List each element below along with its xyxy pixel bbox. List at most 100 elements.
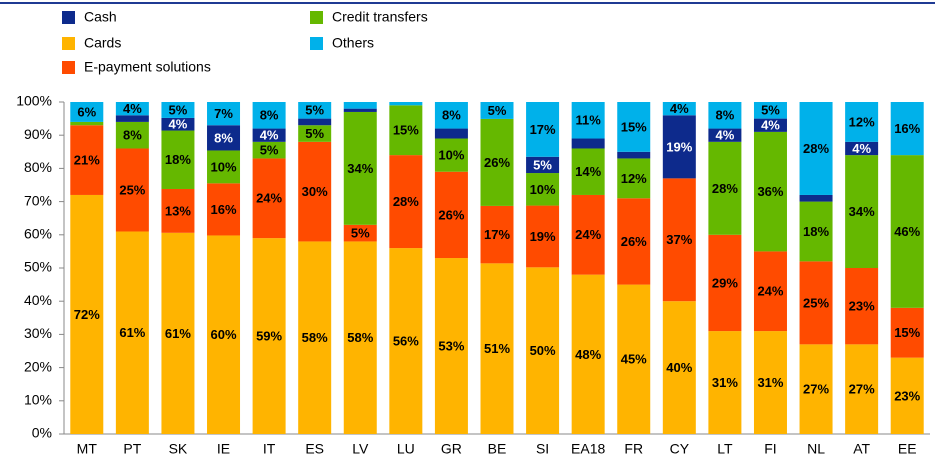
data-label: 19% [666, 139, 692, 154]
bar-segment [207, 125, 241, 151]
legend-label: Cards [84, 35, 121, 51]
bar-segment [526, 173, 560, 206]
bar-segment [252, 238, 286, 434]
bar-segment [526, 205, 560, 268]
bar-segment [799, 344, 833, 434]
data-label: 23% [849, 299, 875, 314]
data-label: 58% [347, 330, 373, 345]
x-tick-label: FR [624, 441, 643, 457]
data-label: 17% [530, 122, 556, 137]
bar-segment [480, 118, 514, 206]
data-label: 5% [260, 143, 279, 158]
data-label: 28% [803, 141, 829, 156]
bar-segment [161, 130, 195, 189]
data-label: 8% [123, 128, 142, 143]
x-tick-label: CY [670, 441, 690, 457]
data-label: 4% [715, 128, 734, 143]
bar-segment [890, 102, 924, 156]
y-tick-label: 80% [24, 159, 52, 175]
legend-swatch [62, 11, 75, 24]
data-label: 34% [849, 204, 875, 219]
data-label: 36% [757, 184, 783, 199]
bar-segment [161, 102, 195, 118]
data-label: 17% [484, 227, 510, 242]
data-label: 59% [256, 328, 282, 343]
data-label: 21% [74, 153, 100, 168]
data-label: 28% [393, 194, 419, 209]
data-label: 4% [670, 101, 689, 116]
data-label: 31% [712, 375, 738, 390]
y-tick-label: 0% [32, 425, 52, 441]
legend-label: Cash [84, 9, 117, 25]
y-tick-label: 50% [24, 259, 52, 275]
bar-segment [480, 102, 514, 119]
bar-segment [343, 224, 377, 242]
data-label: 5% [305, 126, 324, 141]
data-label: 8% [715, 108, 734, 123]
data-label: 4% [260, 128, 279, 143]
data-label: 10% [211, 159, 237, 174]
bar-segment [115, 121, 149, 149]
y-tick-label: 40% [24, 292, 52, 308]
bar-segment [662, 178, 696, 302]
bar-segment [161, 188, 195, 233]
bar-segment [115, 148, 149, 232]
bar-segment [70, 125, 104, 195]
bar-segment [298, 241, 332, 434]
bar-segment [799, 102, 833, 195]
bar-segment [845, 102, 879, 142]
bar-segment [753, 102, 787, 119]
x-tick-label: FI [764, 441, 776, 457]
bar-segment [115, 231, 149, 434]
data-label: 4% [169, 117, 188, 132]
bar-segment [207, 150, 241, 184]
data-label: 60% [211, 327, 237, 342]
bar-segment [708, 141, 742, 235]
bar-segment [252, 158, 286, 239]
bar-segment [617, 284, 651, 434]
bar-segment [753, 251, 787, 332]
bar-segment [343, 102, 377, 109]
y-tick-label: 100% [16, 93, 52, 109]
bar-segment [480, 205, 514, 264]
data-label: 24% [256, 191, 282, 206]
data-label: 25% [803, 295, 829, 310]
bar-segment [753, 118, 787, 132]
data-label: 8% [442, 108, 461, 123]
data-label: 46% [894, 224, 920, 239]
bar-segment [434, 102, 468, 129]
bar-segment [70, 194, 104, 434]
bar-segment [708, 128, 742, 142]
bar-segment [343, 108, 377, 112]
data-label: 5% [351, 226, 370, 241]
data-label: 30% [302, 184, 328, 199]
legend-label: Credit transfers [332, 9, 428, 25]
bar-segment [617, 151, 651, 159]
legend-swatch [62, 37, 75, 50]
bar-segment [571, 148, 605, 195]
bar-segment [207, 235, 241, 434]
bar-segment [799, 201, 833, 262]
bar-segment [617, 198, 651, 285]
bar-segment [389, 248, 423, 434]
bar-segment [845, 141, 879, 156]
data-label: 10% [438, 148, 464, 163]
data-label: 13% [165, 203, 191, 218]
bar-segment [480, 263, 514, 434]
data-label: 29% [712, 275, 738, 290]
data-label: 16% [894, 121, 920, 136]
bar-segment [526, 156, 560, 174]
data-label: 5% [169, 102, 188, 117]
bar-segment [389, 155, 423, 249]
y-tick-label: 60% [24, 226, 52, 242]
bar-segment [890, 357, 924, 434]
bar-segment [298, 141, 332, 242]
data-label: 26% [621, 234, 647, 249]
data-label: 16% [211, 202, 237, 217]
bar-segment [434, 138, 468, 172]
bar-segment [115, 115, 149, 122]
data-label: 26% [438, 207, 464, 222]
data-label: 8% [214, 130, 233, 145]
data-label: 31% [757, 375, 783, 390]
